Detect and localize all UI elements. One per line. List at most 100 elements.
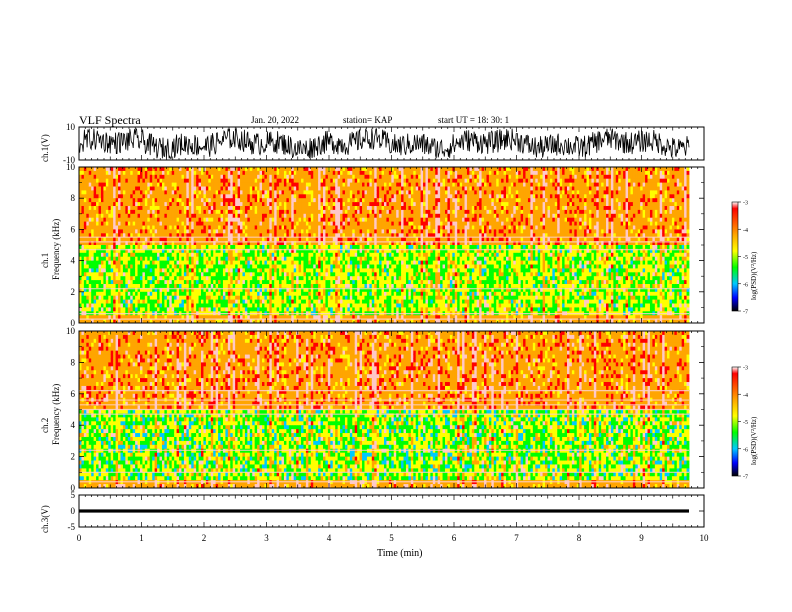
spectrogram-cell [93, 182, 97, 187]
spectrogram-cell [376, 206, 380, 211]
spectrogram-cell [105, 256, 109, 261]
spectrogram-cell [327, 276, 331, 281]
spectrogram-cell [262, 233, 265, 238]
spectrogram-cell [354, 295, 358, 300]
spectrogram-cell [79, 213, 82, 219]
spectrogram-cell [237, 213, 241, 219]
spectrogram-cell [308, 264, 312, 269]
spectrogram-cell [159, 307, 163, 312]
spectrogram-cell [301, 280, 304, 285]
spectrogram-cell [86, 272, 90, 277]
spectrogram-cell [91, 241, 95, 246]
spectrogram-cell [327, 299, 331, 304]
spectrogram-cell [362, 260, 365, 265]
spectrogram-cell [159, 291, 163, 297]
spectrogram-cell [257, 217, 260, 222]
spectrogram-cell [276, 178, 280, 183]
spectrogram-cell [344, 174, 348, 180]
spectrogram-cell [176, 252, 180, 258]
spectrogram-cell [293, 315, 297, 320]
spectrogram-cell [140, 315, 143, 320]
spectrogram-cell [232, 178, 236, 183]
spectrogram-cell [349, 291, 353, 297]
spectrogram-cell [188, 245, 192, 250]
spectrogram-cell [320, 241, 324, 246]
spectrogram-cell [210, 217, 214, 222]
spectrogram-cell [110, 202, 114, 207]
spectrogram-cell [286, 221, 290, 226]
spectrogram-cell [381, 221, 385, 226]
spectrogram-cell [286, 237, 290, 242]
spectrogram-cell [269, 194, 273, 199]
spectrogram-cell [220, 217, 224, 222]
spectrogram-cell [264, 299, 268, 304]
spectrogram-cell [344, 256, 348, 261]
spectrogram-cell [305, 217, 309, 222]
spectrogram-cell [171, 170, 175, 176]
spectrogram-cell [161, 319, 165, 324]
spectrogram-cell [215, 225, 219, 230]
spectrogram-cell [227, 299, 231, 304]
spectrogram-cell [379, 225, 382, 230]
spectrogram-cell [240, 213, 243, 219]
spectrogram-cell [196, 170, 199, 176]
spectrogram-cell [118, 319, 121, 324]
spectrogram-cell [247, 295, 251, 300]
spectrogram-cell [237, 190, 241, 195]
spectrogram-cell [323, 206, 326, 211]
spectrogram-cell [232, 287, 236, 293]
spectrogram-cell [288, 241, 292, 246]
spectrogram-cell [93, 287, 97, 293]
spectrogram-cell [144, 241, 148, 246]
spectrogram-cell [113, 284, 116, 289]
spectrogram-cell [215, 303, 219, 308]
spectrogram-cell [249, 233, 253, 238]
spectrogram-cell [352, 252, 356, 258]
spectrogram-cell [186, 194, 190, 199]
spectrogram-cell [323, 276, 326, 281]
spectrogram-cell [137, 245, 141, 250]
spectrogram-cell [366, 178, 370, 183]
spectrogram-cell [83, 190, 87, 195]
spectrogram-cell [164, 190, 168, 195]
spectrogram-cell [176, 295, 180, 300]
spectrogram-cell [213, 268, 217, 273]
spectrogram-cell [298, 229, 302, 234]
spectrogram-cell [357, 284, 360, 289]
spectrogram-cell [301, 229, 304, 234]
spectrogram-cell [354, 217, 358, 222]
spectrogram-cell [79, 272, 82, 277]
spectrogram-cell [176, 307, 180, 312]
spectrogram-cell [79, 225, 82, 230]
spectrogram-cell [244, 202, 248, 207]
spectrogram-cell [98, 299, 102, 304]
spectrogram-cell [291, 280, 295, 285]
spectrogram-cell [169, 182, 173, 187]
spectrogram-cell [264, 295, 268, 300]
spectrogram-cell [157, 198, 160, 203]
spectrogram-cell [337, 186, 341, 191]
spectrogram-cell [183, 280, 187, 285]
spectrogram-cell [96, 213, 99, 219]
spectrogram-cell [203, 233, 207, 238]
spectrogram-cell [352, 299, 356, 304]
spectrogram-cell [201, 291, 204, 297]
spectrogram-cell [96, 190, 99, 195]
spectrogram-cell [310, 245, 314, 250]
spectrogram-cell [218, 213, 221, 219]
spectrogram-cell [354, 229, 358, 234]
spectrogram-cell [230, 256, 234, 261]
spectrogram-cell [81, 272, 85, 277]
spectrogram-cell [171, 167, 175, 172]
spectrogram-cell [240, 225, 243, 230]
spectrogram-cell [132, 295, 136, 300]
spectrogram-cell [298, 295, 302, 300]
spectrogram-cell [91, 167, 95, 172]
spectrogram-cell [174, 233, 177, 238]
spectrogram-cell [381, 198, 385, 203]
spectrogram-cell [379, 209, 382, 215]
spectrogram-cell [276, 190, 280, 195]
spectrogram-cell [244, 206, 248, 211]
spectrogram-cell [122, 229, 126, 234]
spectrogram-cell [332, 280, 336, 285]
